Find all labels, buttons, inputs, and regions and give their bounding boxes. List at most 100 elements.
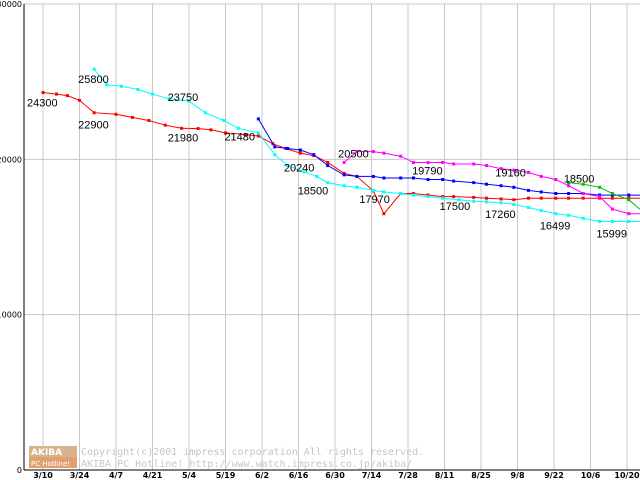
series-point-1 xyxy=(371,188,375,192)
series-point-0 xyxy=(209,128,213,132)
series-point-0 xyxy=(65,94,69,98)
series-point-3 xyxy=(539,174,543,178)
series-point-2 xyxy=(452,179,456,183)
series-point-0 xyxy=(256,134,260,138)
series-point-0 xyxy=(581,196,585,200)
series-point-1 xyxy=(256,131,260,135)
series-point-2 xyxy=(526,188,530,192)
series-point-1 xyxy=(598,219,602,223)
series-point-1 xyxy=(151,92,154,96)
series-point-0 xyxy=(526,196,530,200)
series-point-0 xyxy=(499,197,503,201)
series-point-3 xyxy=(598,195,602,199)
series-point-2 xyxy=(298,148,302,152)
data-label: 20500 xyxy=(338,149,369,161)
series-line-2 xyxy=(257,118,640,196)
series-point-0 xyxy=(610,196,614,200)
series-point-1 xyxy=(554,212,558,216)
series-point-2 xyxy=(499,184,503,188)
data-label: 21480 xyxy=(224,131,255,143)
y-tick-label: 30000 xyxy=(0,0,22,9)
series-point-0 xyxy=(627,196,631,200)
grid xyxy=(23,3,640,471)
series-point-1 xyxy=(136,87,140,91)
data-label: 21980 xyxy=(168,133,199,145)
series-point-3 xyxy=(581,192,585,196)
copyright-text: Copyright(c)2001 impress corporation All… xyxy=(81,447,424,458)
series-point-1 xyxy=(441,196,445,200)
series-point-1 xyxy=(426,195,430,199)
series-point-1 xyxy=(499,201,503,205)
series-point-3 xyxy=(554,178,558,182)
series-point-4 xyxy=(581,182,585,186)
series-point-0 xyxy=(78,98,81,102)
series-point-2 xyxy=(598,193,602,197)
series-point-3 xyxy=(499,167,503,171)
series-point-0 xyxy=(554,196,558,200)
x-tick-label: 5/4 xyxy=(182,471,196,480)
series-point-2 xyxy=(342,173,346,177)
series-point-3 xyxy=(371,150,375,154)
series-point-4 xyxy=(627,198,631,202)
series-point-0 xyxy=(326,160,330,164)
series-point-0 xyxy=(382,212,386,216)
series-point-1 xyxy=(222,119,226,122)
series-point-0 xyxy=(452,195,456,199)
x-tick-label: 10/6 xyxy=(581,471,601,480)
series-point-1 xyxy=(302,170,306,174)
series-point-1 xyxy=(411,193,415,197)
series-point-0 xyxy=(484,196,488,200)
series-point-1 xyxy=(342,184,346,188)
series-point-1 xyxy=(105,83,109,87)
series-point-3 xyxy=(399,154,403,158)
series-point-0 xyxy=(342,171,346,175)
series-point-0 xyxy=(163,123,167,127)
series-point-2 xyxy=(539,190,543,194)
series-point-1 xyxy=(627,219,631,223)
series-point-0 xyxy=(130,115,134,119)
data-labels: 24300 25800 22900 23750 21980 21480 20240 18500… xyxy=(27,74,627,240)
series-point-1 xyxy=(539,209,543,213)
series-point-0 xyxy=(411,192,415,196)
series-point-2 xyxy=(326,164,330,168)
series-point-0 xyxy=(472,195,476,199)
series-point-2 xyxy=(286,146,290,150)
y-tick-label: 20000 xyxy=(0,155,22,164)
data-label: 24300 xyxy=(27,98,58,110)
series-point-1 xyxy=(484,200,488,204)
series-point-0 xyxy=(567,196,571,200)
series-point-1 xyxy=(567,213,571,217)
logo-line2: PC Hotline! xyxy=(31,460,70,468)
x-tick-label: 6/2 xyxy=(255,471,269,480)
akiba-logo: AKIBA PC Hotline! xyxy=(29,446,77,468)
x-axis-ticks: 3/10 3/24 4/7 4/21 5/4 5/19 6/2 6/16 6/30 7/14 7/2… xyxy=(33,471,640,480)
data-label: 19160 xyxy=(495,167,526,179)
series-point-2 xyxy=(472,181,476,185)
series-point-3 xyxy=(567,184,571,188)
series-point-0 xyxy=(92,111,96,115)
data-label: 25800 xyxy=(78,74,109,86)
series-point-1 xyxy=(315,174,319,178)
series-point-0 xyxy=(114,112,118,116)
series-point-3 xyxy=(452,162,456,166)
series-point-3 xyxy=(610,207,614,211)
x-tick-label: 6/16 xyxy=(289,471,309,480)
series-point-2 xyxy=(441,178,445,182)
series-point-1 xyxy=(581,216,585,220)
series-point-3 xyxy=(411,160,415,164)
series-line-3 xyxy=(343,151,640,215)
x-tick-label: 7/28 xyxy=(398,471,418,480)
series-point-0 xyxy=(598,196,602,200)
x-tick-label: 9/8 xyxy=(510,471,524,480)
series-point-1 xyxy=(399,192,403,196)
series-point-3 xyxy=(484,164,488,168)
series-line-0 xyxy=(42,92,640,215)
logo-line1: AKIBA xyxy=(31,448,62,458)
series-point-0 xyxy=(147,119,151,122)
x-tick-label: 8/11 xyxy=(435,471,455,480)
data-label: 18500 xyxy=(298,186,329,198)
series-point-3 xyxy=(441,160,445,164)
x-tick-label: 10/20 xyxy=(614,471,640,480)
watermark: AKIBA PC Hotline! Copyright(c)2001 impre… xyxy=(29,446,424,470)
y-tick-label: 0 xyxy=(17,466,22,475)
